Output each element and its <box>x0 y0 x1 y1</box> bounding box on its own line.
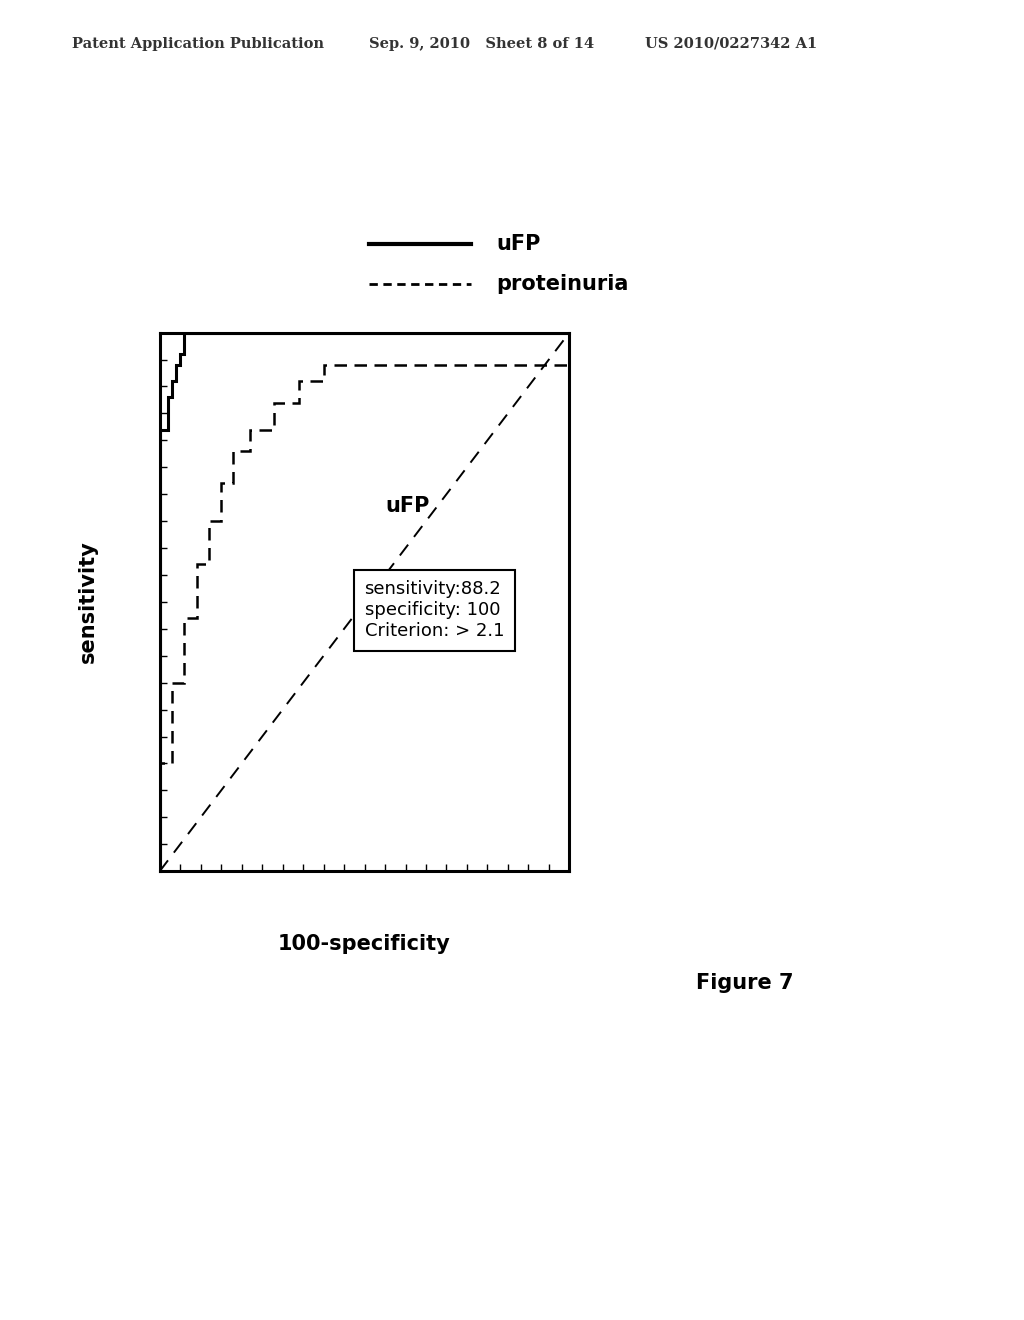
Text: Sep. 9, 2010   Sheet 8 of 14: Sep. 9, 2010 Sheet 8 of 14 <box>369 37 594 51</box>
Text: Figure 7: Figure 7 <box>696 973 794 994</box>
Text: US 2010/0227342 A1: US 2010/0227342 A1 <box>645 37 817 51</box>
Text: proteinuria: proteinuria <box>497 273 629 294</box>
Text: sensitivity:88.2
specificity: 100
Criterion: > 2.1: sensitivity:88.2 specificity: 100 Criter… <box>365 581 504 640</box>
Text: uFP: uFP <box>497 234 541 255</box>
Text: uFP: uFP <box>385 496 429 516</box>
Text: sensitivity: sensitivity <box>78 541 98 663</box>
Text: Patent Application Publication: Patent Application Publication <box>72 37 324 51</box>
Text: 100-specificity: 100-specificity <box>279 933 451 954</box>
